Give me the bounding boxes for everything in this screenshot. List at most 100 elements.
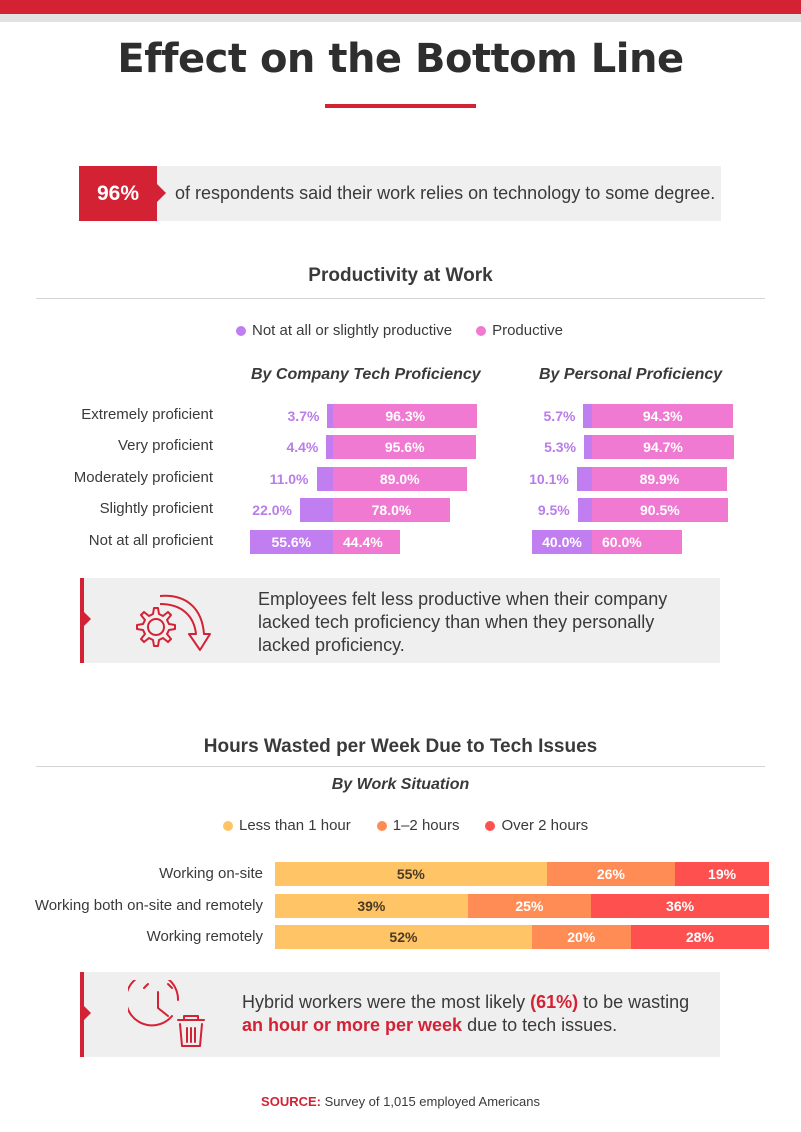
company-label-not-productive-3: 22.0%: [252, 502, 292, 518]
personal-label-productive-0: 94.3%: [642, 408, 683, 424]
productivity-note-text: Employees felt less productive when thei…: [258, 589, 668, 655]
personal-bar-not-productive-0: [583, 404, 592, 428]
legend-dot-not-productive: [236, 325, 246, 336]
personal-label-not-productive-0: 5.7%: [543, 408, 576, 424]
hours-bar-less-than-1-0: 55%: [275, 862, 547, 886]
company-bar-not-productive-4: [249, 530, 333, 554]
legend-label-not-productive: Not at all or slightly productive: [252, 322, 453, 339]
hours-subtitle: By Work Situation: [331, 776, 470, 793]
clock-trash-icon: [128, 980, 205, 1047]
personal-label-productive-3: 90.5%: [640, 502, 680, 518]
hours-bar-over-2-0: 19%: [675, 862, 769, 886]
company-bar-not-productive-2: [316, 467, 333, 491]
company-bar-productive-4: [333, 530, 400, 554]
personal-label-not-productive-4: 40.0%: [542, 534, 582, 550]
personal-label-productive-1: 94.7%: [643, 439, 683, 455]
productivity-note: Employees felt less productive when thei…: [80, 578, 720, 663]
personal-label-not-productive-1: 5.3%: [544, 439, 577, 455]
page-title: Effect on the Bottom Line: [117, 36, 684, 82]
hours-title: Hours Wasted per Week Due to Tech Issues: [203, 736, 598, 757]
hours-bar-less-than-1-1: 39%: [275, 894, 468, 918]
legend-item-productive: Productive: [476, 322, 563, 339]
personal-bar-not-productive-4: [532, 530, 592, 554]
personal-label-productive-2: 89.9%: [639, 471, 680, 487]
productivity-divider: [36, 298, 765, 299]
row-label-1: Very proficient: [117, 437, 213, 454]
source-text: Survey of 1,015 employed Americans: [321, 1094, 540, 1109]
legend-item-over-2: Over 2 hours: [485, 817, 588, 834]
personal-chart-title: By Personal Proficiency: [539, 366, 723, 383]
hours-bar-1-2-1: 25%: [467, 894, 592, 918]
personal-bar-productive-0: [592, 404, 734, 428]
personal-label-productive-4: 60.0%: [602, 534, 642, 550]
personal-bar-productive-3: [592, 498, 728, 522]
hours-note-text: Hybrid workers were the most likely (61%…: [242, 991, 712, 1037]
personal-label-not-productive-2: 10.1%: [529, 471, 569, 487]
title-underline: [325, 104, 476, 108]
hours-legend: Less than 1 hour 1–2 hours Over 2 hours: [223, 817, 588, 834]
row-label-0: Extremely proficient: [81, 406, 213, 423]
hours-bar-over-2-2: 28%: [630, 925, 769, 949]
hours-row-label-1: Working both on-site and remotely: [34, 897, 263, 914]
productivity-title: Productivity at Work: [308, 265, 493, 286]
company-bar-productive-2: [333, 467, 467, 491]
legend-item-not-productive: Not at all or slightly productive: [236, 322, 452, 339]
top-accent-bar: [0, 0, 801, 14]
company-bar-productive-1: [333, 435, 477, 459]
hours-row-label-0: Working on-site: [159, 865, 263, 882]
company-label-not-productive-0: 3.7%: [287, 408, 320, 424]
source-line: SOURCE: Survey of 1,015 employed America…: [0, 1094, 801, 1109]
hours-divider: [36, 766, 765, 767]
productivity-legend: Not at all or slightly productive Produc…: [236, 322, 563, 339]
hours-bar-1-2-0: 26%: [546, 862, 676, 886]
hours-note: Hybrid workers were the most likely (61%…: [80, 972, 720, 1057]
personal-bar-productive-4: [592, 530, 682, 554]
hours-row-label-2: Working remotely: [146, 928, 263, 945]
stat-text: of respondents said their work relies on…: [175, 183, 716, 203]
row-label-4: Not at all proficient: [88, 532, 213, 549]
legend-dot-over-2: [485, 820, 496, 831]
personal-bar-not-productive-1: [584, 435, 592, 459]
company-label-not-productive-4: 55.6%: [271, 534, 312, 550]
legend-dot-less-than-1: [223, 820, 233, 831]
top-gray-strip: [0, 14, 801, 22]
hours-note-mid: to be wasting: [578, 992, 690, 1012]
personal-label-not-productive-3: 9.5%: [537, 502, 570, 518]
hours-note-highlight-hour: an hour or more per week: [242, 1015, 463, 1035]
company-label-not-productive-2: 11.0%: [269, 471, 309, 487]
hours-bar-less-than-1-2: 52%: [275, 925, 532, 949]
legend-label-1-2: 1–2 hours: [392, 817, 460, 834]
source-label: SOURCE:: [261, 1094, 321, 1109]
legend-dot-productive: [476, 325, 487, 336]
legend-label-productive: Productive: [492, 322, 563, 339]
legend-item-1-2: 1–2 hours: [376, 817, 460, 834]
company-label-productive-3: 78.0%: [371, 502, 412, 518]
company-bar-not-productive-1: [326, 435, 333, 459]
stat-callout: 96% of respondents said their work relie…: [79, 166, 721, 221]
stat-badge: 96%: [79, 166, 166, 221]
legend-dot-1-2: [376, 820, 387, 831]
company-label-productive-4: 44.4%: [343, 534, 383, 550]
row-label-3: Slightly proficient: [99, 500, 213, 517]
legend-item-less-than-1: Less than 1 hour: [223, 817, 351, 834]
company-label-productive-2: 89.0%: [379, 471, 420, 487]
company-bar-productive-3: [333, 498, 450, 522]
hours-note-pre: Hybrid workers were the most likely: [242, 992, 531, 1012]
company-label-productive-1: 95.6%: [384, 439, 425, 455]
company-chart-title: By Company Tech Proficiency: [251, 366, 481, 383]
company-label-productive-0: 96.3%: [385, 408, 426, 424]
company-bar-not-productive-0: [327, 404, 333, 428]
gear-down-arrow-icon: [136, 594, 211, 651]
company-bar-productive-0: [333, 404, 478, 428]
personal-bar-productive-1: [592, 435, 735, 459]
legend-label-over-2: Over 2 hours: [501, 817, 589, 834]
hours-note-post: due to tech issues.: [462, 1015, 618, 1035]
hours-bar-1-2-2: 20%: [531, 925, 631, 949]
personal-bar-not-productive-2: [576, 467, 592, 491]
company-bar-not-productive-3: [300, 498, 333, 522]
row-label-2: Moderately proficient: [73, 469, 213, 486]
hours-note-highlight-61: (61%): [530, 992, 579, 1012]
hours-bar-over-2-1: 36%: [591, 894, 769, 918]
personal-bar-productive-2: [592, 467, 727, 491]
legend-label-less-than-1: Less than 1 hour: [239, 817, 351, 834]
